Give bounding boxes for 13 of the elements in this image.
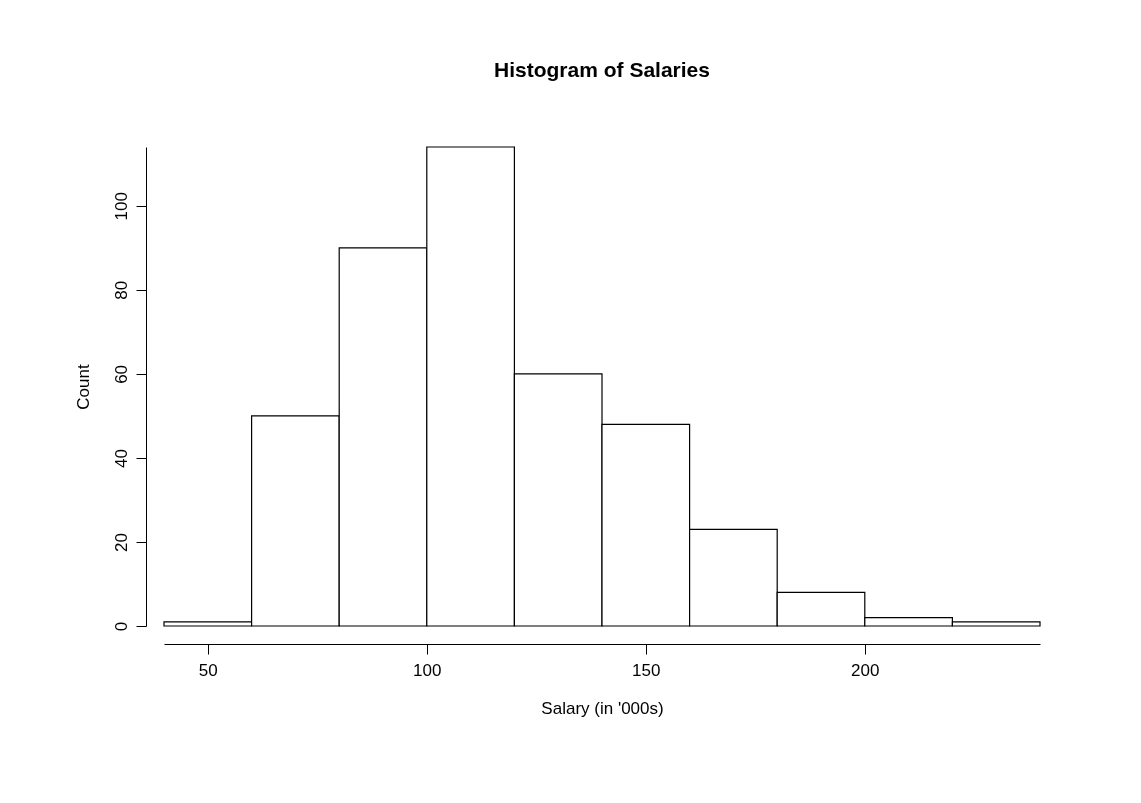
y-tick-label: 80 <box>111 280 131 300</box>
x-tick-label: 50 <box>198 660 218 680</box>
y-tick-label: 40 <box>111 448 131 468</box>
x-axis-title: Salary (in '000s) <box>541 698 664 718</box>
x-tick-label: 150 <box>632 660 661 680</box>
y-tick-label: 100 <box>111 192 131 221</box>
y-tick-label: 60 <box>111 364 131 384</box>
y-axis-title: Count <box>73 364 93 410</box>
x-tick-label: 100 <box>413 660 442 680</box>
y-tick-label: 0 <box>111 621 131 632</box>
chart-title: Histogram of Salaries <box>494 58 710 82</box>
y-tick-label: 20 <box>111 533 131 552</box>
x-tick-label: 200 <box>851 660 880 680</box>
